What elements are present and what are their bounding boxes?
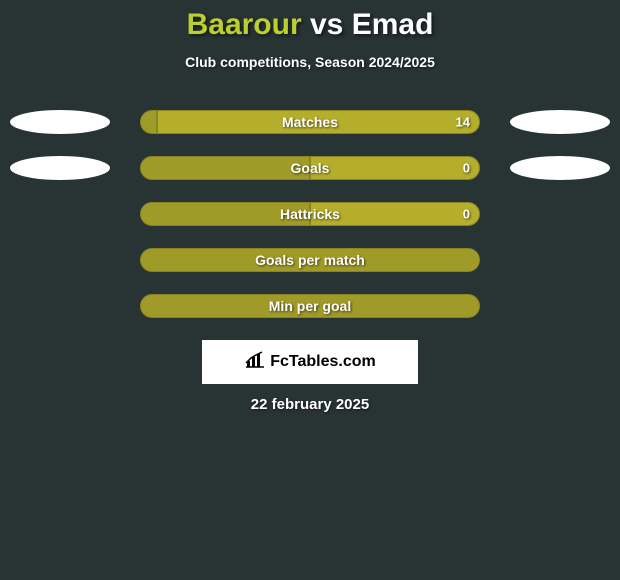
ellipse-left xyxy=(10,156,110,180)
bar-right xyxy=(310,156,480,180)
stats-row: Min per goal xyxy=(0,294,620,318)
stats-row: Goals per match xyxy=(0,248,620,272)
vs-text: vs xyxy=(310,8,343,41)
stat-label: Min per goal xyxy=(269,298,351,314)
logo-box: FcTables.com xyxy=(202,340,418,384)
stat-bar: Goals per match xyxy=(140,248,480,272)
subtitle: Club competitions, Season 2024/2025 xyxy=(0,54,620,70)
stat-bar: Hattricks 0 xyxy=(140,202,480,226)
stat-bar: Min per goal xyxy=(140,294,480,318)
stat-label: Goals xyxy=(291,160,330,176)
main-container: Baarour vs Emad Club competitions, Seaso… xyxy=(0,0,620,413)
stats-container: Matches 14 Goals 0 Hattricks 0 Goals per match… xyxy=(0,110,620,318)
player2-name: Emad xyxy=(352,8,434,41)
stats-row: Goals 0 xyxy=(0,156,620,180)
bar-left xyxy=(140,110,157,134)
stat-label: Hattricks xyxy=(280,206,340,222)
date-text: 22 february 2025 xyxy=(0,396,620,413)
player1-name: Baarour xyxy=(187,8,302,41)
stat-value-right: 0 xyxy=(463,161,470,176)
stat-label: Goals per match xyxy=(255,252,365,268)
stat-bar: Matches 14 xyxy=(140,110,480,134)
stats-row: Hattricks 0 xyxy=(0,202,620,226)
ellipse-left xyxy=(10,110,110,134)
stats-row: Matches 14 xyxy=(0,110,620,134)
stat-label: Matches xyxy=(282,114,338,130)
chart-icon xyxy=(244,351,266,374)
ellipse-right xyxy=(510,156,610,180)
stat-bar: Goals 0 xyxy=(140,156,480,180)
logo-text: FcTables.com xyxy=(270,353,376,371)
bar-left xyxy=(140,156,310,180)
ellipse-right xyxy=(510,110,610,134)
stat-value-right: 14 xyxy=(456,115,470,130)
stat-value-right: 0 xyxy=(463,207,470,222)
page-title: Baarour vs Emad xyxy=(0,8,620,42)
